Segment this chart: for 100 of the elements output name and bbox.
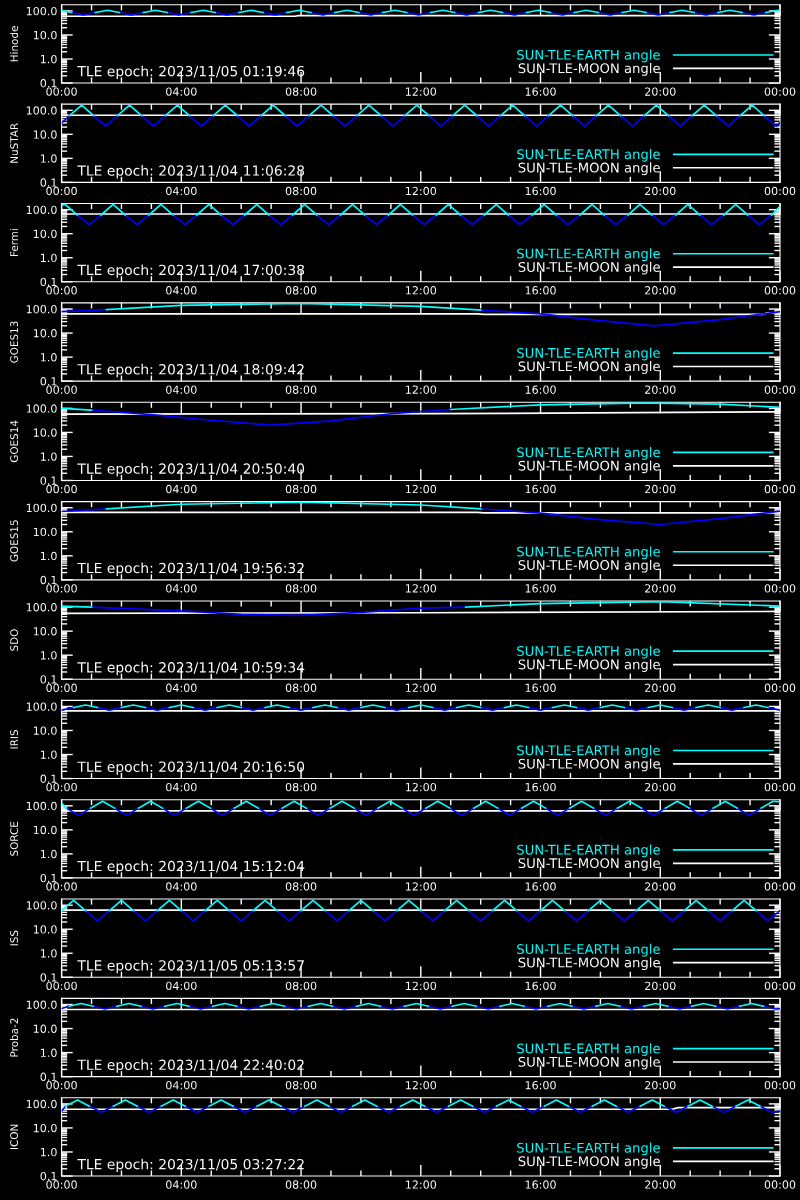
x-tick-label: 00:00 — [46, 484, 77, 494]
y-tick-label: 100.0 — [26, 702, 57, 711]
x-tick-label: 12:00 — [406, 484, 437, 494]
y-tick-label: 100.0 — [26, 603, 57, 612]
x-tick-label: 00:00 — [46, 981, 77, 991]
y-axis-title: IRIS — [10, 730, 19, 749]
y-axis-title: Fermi — [9, 229, 19, 257]
x-tick-label: 04:00 — [166, 584, 197, 593]
y-tick-label: 1.0 — [40, 452, 57, 461]
annotation: TLE epoch: 2023/11/04 20:50:40 — [77, 463, 305, 477]
x-tick-label: 16:00 — [525, 286, 556, 295]
y-tick-label: 0.1 — [40, 973, 57, 982]
x-tick-label: 08:00 — [285, 981, 317, 991]
x-tick-label: 08:00 — [285, 683, 317, 692]
y-tick-label: 10.0 — [33, 1024, 57, 1033]
y-tick-label: 10.0 — [33, 527, 57, 537]
annotation: TLE epoch: 2023/11/04 19:56:32 — [77, 562, 304, 576]
y-tick-label: 0.1 — [40, 476, 57, 485]
x-tick-label: 04:00 — [166, 981, 197, 991]
x-tick-label: 04:00 — [166, 1081, 197, 1090]
y-tick-label: 10.0 — [33, 925, 57, 934]
y-tick-label: 10.0 — [33, 329, 57, 338]
y-tick-label: 1.0 — [40, 353, 57, 362]
y-tick-label: 1.0 — [40, 1147, 57, 1157]
x-tick-label: 20:00 — [645, 1081, 676, 1090]
x-tick-label: 00:00 — [764, 683, 796, 692]
y-tick-label: 10.0 — [33, 30, 57, 40]
text: SUN-TLE-EARTH angle — [517, 49, 660, 63]
x-tick-label: 08:00 — [285, 1180, 317, 1189]
y-tick-label: 100.0 — [26, 404, 57, 413]
y-tick-label: 100.0 — [26, 6, 57, 16]
y-tick-label: 100.0 — [26, 901, 57, 910]
y-tick-label: 10.0 — [33, 1123, 57, 1133]
y-tick-label: 10.0 — [33, 428, 57, 437]
annotation: TLE epoch: 2023/11/04 18:09:42 — [77, 363, 304, 378]
annotation: TLE epoch: 2023/11/05 03:27:22 — [77, 1158, 304, 1173]
x-tick-label: 12:00 — [406, 385, 437, 394]
x-tick-label: 04:00 — [166, 782, 197, 792]
text: SUN-TLE-MOON angle — [518, 361, 660, 374]
x-tick-label: 04:00 — [166, 484, 197, 494]
x-tick-label: 12:00 — [406, 87, 437, 96]
text: SUN-TLE-EARTH angle — [517, 1043, 660, 1056]
y-axis-title: GOES14 — [10, 420, 19, 463]
y-tick-label: 1.0 — [40, 154, 57, 163]
x-tick-label: 12:00 — [406, 286, 437, 295]
text: SUN-TLE-EARTH angle — [517, 645, 660, 659]
text: SUN-TLE-EARTH angle — [517, 447, 660, 460]
annotation: TLE epoch: 2023/11/04 11:06:28 — [77, 165, 305, 179]
x-tick-label: 00:00 — [46, 186, 77, 196]
x-tick-label: 12:00 — [406, 882, 437, 891]
text: SUN-TLE-EARTH angle — [517, 943, 660, 957]
y-axis-title: SDO — [10, 629, 19, 651]
y-tick-label: 100.0 — [26, 1000, 57, 1009]
x-tick-label: 20:00 — [645, 186, 676, 196]
x-tick-label: 12:00 — [406, 782, 437, 792]
text: SUN-TLE-EARTH angle — [517, 844, 660, 858]
y-tick-label: 1.0 — [40, 949, 57, 958]
x-tick-label: 00:00 — [764, 87, 796, 96]
x-tick-label: 00:00 — [46, 286, 77, 295]
annotation: TLE epoch: 2023/11/04 15:12:04 — [77, 860, 305, 875]
x-tick-label: 00:00 — [764, 1081, 796, 1090]
x-tick-label: 16:00 — [525, 683, 556, 692]
x-tick-label: 16:00 — [525, 584, 556, 593]
annotation: TLE epoch: 2023/11/05 01:19:46 — [77, 65, 305, 80]
x-tick-label: 00:00 — [764, 782, 796, 792]
text: SUN-TLE-MOON angle — [518, 659, 660, 672]
x-tick-label: 12:00 — [406, 1180, 437, 1189]
y-axis-title: Hinode — [9, 26, 19, 62]
x-tick-label: 08:00 — [285, 584, 317, 593]
x-tick-label: 08:00 — [285, 882, 317, 891]
x-tick-label: 20:00 — [645, 484, 676, 494]
x-tick-label: 20:00 — [645, 286, 676, 295]
x-tick-label: 16:00 — [525, 1180, 556, 1189]
y-axis-title: GOES13 — [10, 321, 19, 363]
x-tick-label: 00:00 — [764, 186, 796, 196]
y-axis-title: ISS — [10, 930, 19, 946]
y-axis-title: GOES15 — [10, 520, 19, 562]
x-tick-label: 00:00 — [46, 385, 77, 394]
y-axis-title: ICON — [10, 1124, 19, 1150]
y-axis-title: Proba-2 — [9, 1018, 19, 1057]
text: SUN-TLE-MOON angle — [518, 1155, 660, 1169]
annotation: TLE epoch: 2023/11/05 05:13:57 — [77, 959, 304, 974]
y-tick-label: 10.0 — [33, 229, 57, 239]
text: SUN-TLE-EARTH angle — [517, 546, 660, 560]
annotation: TLE epoch: 2023/11/04 17:00:38 — [77, 264, 305, 278]
y-tick-label: 0.1 — [40, 873, 57, 883]
y-tick-label: 1.0 — [40, 750, 57, 759]
y-tick-label: 100.0 — [26, 1099, 57, 1109]
x-tick-label: 20:00 — [645, 683, 676, 692]
x-tick-label: 08:00 — [285, 286, 317, 295]
text: SUN-TLE-MOON angle — [518, 559, 660, 573]
text: SUN-TLE-MOON angle — [518, 63, 660, 76]
x-tick-label: 12:00 — [406, 186, 437, 196]
x-tick-label: 20:00 — [645, 1180, 676, 1189]
x-tick-label: 20:00 — [645, 385, 676, 394]
x-tick-label: 20:00 — [645, 782, 676, 792]
annotation: TLE epoch: 2023/11/04 22:40:02 — [77, 1059, 304, 1073]
y-axis-title: SORCE — [10, 821, 19, 856]
x-tick-label: 08:00 — [285, 1081, 317, 1090]
text: SUN-TLE-MOON angle — [518, 1056, 660, 1070]
